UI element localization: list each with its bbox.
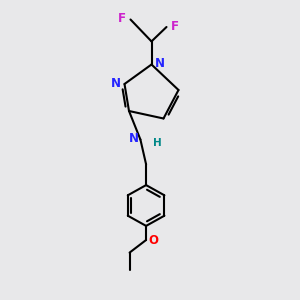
Text: N: N bbox=[110, 77, 121, 90]
Text: F: F bbox=[118, 11, 126, 25]
Text: H: H bbox=[153, 138, 162, 148]
Text: N: N bbox=[155, 57, 165, 70]
Text: F: F bbox=[171, 20, 179, 34]
Text: O: O bbox=[148, 233, 159, 247]
Text: N: N bbox=[129, 132, 139, 145]
